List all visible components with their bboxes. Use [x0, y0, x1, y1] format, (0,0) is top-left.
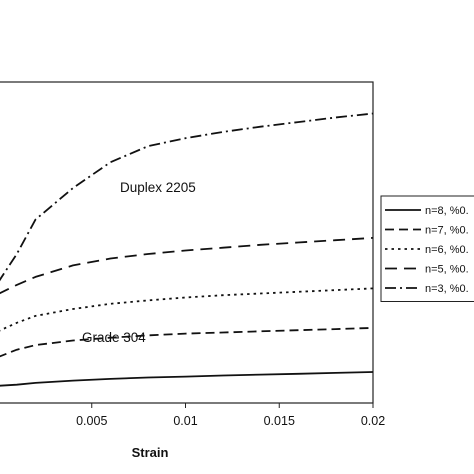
x-tick-label: 0.01 — [173, 414, 197, 428]
legend-label-4: n=5, %0. — [425, 264, 469, 276]
series-layer — [0, 112, 374, 387]
annotation-duplex-2205: Duplex 2205 — [120, 180, 196, 195]
x-tick-label: 0.02 — [361, 414, 385, 428]
legend-label-2: n=7, %0. — [425, 225, 469, 237]
plot-area — [0, 81, 374, 404]
series-line-2 — [0, 327, 374, 358]
plot-border — [0, 81, 374, 404]
series-line-5 — [0, 112, 374, 282]
x-tick-label: 0.005 — [76, 414, 107, 428]
x-tick-label: 0.015 — [264, 414, 295, 428]
series-line-3 — [0, 287, 374, 332]
x-axis-ticks: 0.005 0.01 0.015 0.02 — [76, 403, 385, 428]
series-line-1 — [0, 371, 374, 387]
legend-label-5: n=3, %0. — [425, 283, 469, 295]
legend-label-1: n=8, %0. — [425, 205, 469, 217]
x-axis-title: Strain — [132, 445, 169, 460]
legend-label-3: n=6, %0. — [425, 244, 469, 256]
series-line-4 — [0, 237, 374, 295]
annotation-grade-304: Grade 304 — [82, 330, 146, 345]
legend-box — [380, 195, 474, 302]
legend: n=8, %0. n=7, %0. n=6, %0. n=5, %0. n=3, %0. — [380, 195, 474, 302]
